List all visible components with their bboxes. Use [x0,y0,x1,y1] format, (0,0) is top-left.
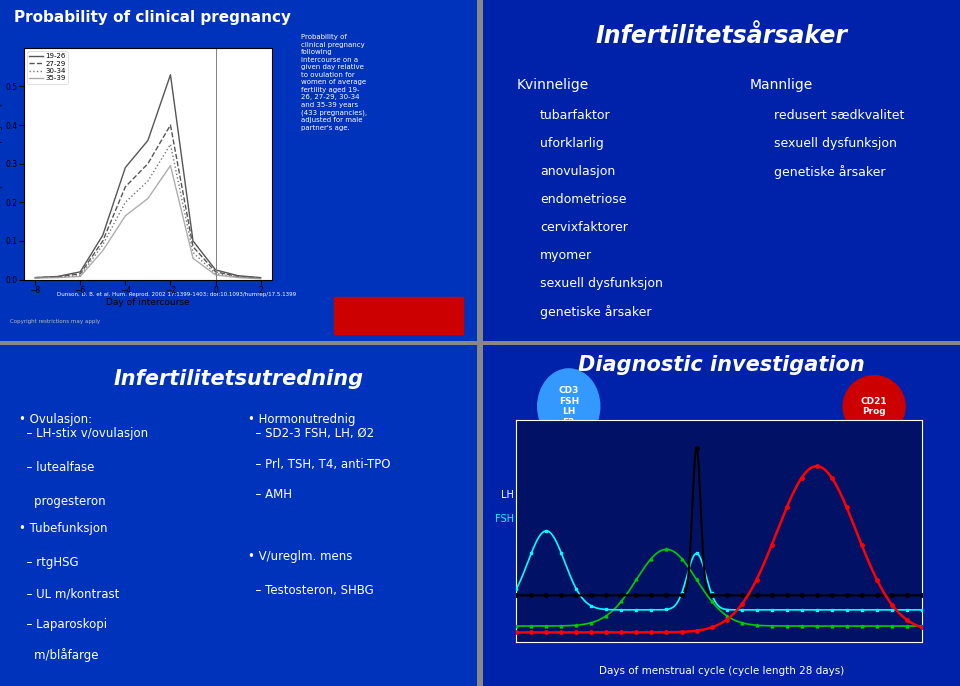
Line: 30-34: 30-34 [36,144,261,279]
35-39 [75,272,86,281]
30-34 [210,270,222,278]
Text: Diagnostic investigation: Diagnostic investigation [578,355,865,375]
19-26 [255,274,267,282]
Text: progesteron: progesteron [19,495,106,508]
Text: – LH-stix v/ovulasjon: – LH-stix v/ovulasjon [19,427,148,440]
27-29 [30,274,41,282]
Text: Kvinnelige: Kvinnelige [516,78,588,93]
35-39 [165,161,177,169]
Ellipse shape [843,376,905,437]
Legend: 19-26, 27-29, 30-34, 35-39: 19-26, 27-29, 30-34, 35-39 [27,51,68,84]
Text: – rtgHSG: – rtgHSG [19,556,79,569]
30-34 [187,248,199,257]
Text: m/blåfarge: m/blåfarge [19,648,99,663]
Text: sexuell dysfunksjon: sexuell dysfunksjon [774,137,897,150]
19-26 [97,231,108,239]
27-29 [142,160,154,168]
27-29 [255,274,267,282]
Line: 19-26: 19-26 [36,75,261,278]
Text: • Tubefunksjon: • Tubefunksjon [19,522,108,535]
27-29 [165,121,177,129]
19-26 [142,137,154,145]
27-29 [75,270,86,278]
35-39 [187,255,199,263]
27-29 [232,272,244,281]
Text: Probability of
clinical pregnancy
following
intercourse on a
given day relative
: Probability of clinical pregnancy follow… [300,34,367,130]
30-34 [142,177,154,185]
30-34 [120,198,132,206]
Text: sexuell dysfunksjon: sexuell dysfunksjon [540,277,663,290]
30-34 [255,274,267,283]
Text: myomer: myomer [540,249,592,262]
30-34 [75,272,86,280]
Text: cervixfaktorer: cervixfaktorer [540,221,628,234]
19-26 [165,71,177,79]
Text: Days of menstrual cycle (cycle length 28 days): Days of menstrual cycle (cycle length 28… [599,666,844,676]
Text: • Ovulasjon:: • Ovulasjon: [19,413,92,426]
19-26 [210,265,222,274]
Text: FSH: FSH [495,514,514,524]
Y-axis label: Probability of clinical pregnancy: Probability of clinical pregnancy [0,102,3,225]
Text: Copyright restrictions may apply: Copyright restrictions may apply [10,319,100,324]
Text: – Laparoskopi: – Laparoskopi [19,618,108,631]
Text: CD21
Prog: CD21 Prog [861,397,887,416]
Text: Progesteron: Progesteron [521,634,572,643]
Text: • V/ureglm. mens: • V/ureglm. mens [248,549,352,563]
Text: genetiske årsaker: genetiske årsaker [774,165,885,179]
30-34 [232,273,244,281]
Text: CD3
FSH
LH
E2: CD3 FSH LH E2 [559,386,579,427]
Text: – SD2-3 FSH, LH, Ø2: – SD2-3 FSH, LH, Ø2 [248,427,374,440]
30-34 [165,140,177,148]
35-39 [52,274,63,282]
30-34 [97,241,108,249]
19-26 [52,272,63,281]
Text: LH: LH [501,490,514,500]
30-34 [30,274,41,282]
Text: • Hormonutrednig: • Hormonutrednig [248,413,355,426]
27-29 [187,243,199,251]
27-29 [52,273,63,281]
19-26 [187,237,199,245]
Text: Human
Reproduction: Human Reproduction [370,306,427,325]
35-39 [142,194,154,202]
30-34 [52,273,63,281]
27-29 [210,268,222,276]
35-39 [255,274,267,283]
Text: Østradiol: Østradiol [521,613,559,622]
Text: redusert sædkvalitet: redusert sædkvalitet [774,109,904,122]
Text: Dunson, D. B. et al. Hum. Reprod. 2002 17:1399-1403; doi:10.1093/humrep/17.5.139: Dunson, D. B. et al. Hum. Reprod. 2002 1… [58,292,297,296]
Text: – AMH: – AMH [248,488,292,501]
19-26 [75,268,86,276]
35-39 [97,246,108,255]
FancyBboxPatch shape [334,296,463,334]
Line: 35-39: 35-39 [36,165,261,279]
X-axis label: Day of intercourse: Day of intercourse [107,298,190,307]
Text: anovulasjon: anovulasjon [540,165,615,178]
Text: Infertilitetsårsaker: Infertilitetsårsaker [595,24,848,48]
19-26 [232,272,244,280]
27-29 [120,182,132,191]
19-26 [120,163,132,172]
Line: 27-29: 27-29 [36,125,261,278]
Text: endometriose: endometriose [540,193,627,206]
Text: Probability of clinical pregnancy: Probability of clinical pregnancy [14,10,291,25]
Text: genetiske årsaker: genetiske årsaker [540,305,652,319]
Ellipse shape [538,369,600,444]
35-39 [30,274,41,282]
Text: – Prl, TSH, T4, anti-TPO: – Prl, TSH, T4, anti-TPO [248,458,391,471]
35-39 [120,212,132,220]
Text: – Testosteron, SHBG: – Testosteron, SHBG [248,584,373,597]
Text: Infertilitetsutredning: Infertilitetsutredning [113,369,364,389]
Text: – lutealfase: – lutealfase [19,461,94,474]
27-29 [97,237,108,245]
35-39 [210,271,222,279]
Text: – UL m/kontrast: – UL m/kontrast [19,587,119,600]
Text: uforklarlig: uforklarlig [540,137,604,150]
Text: Mannlige: Mannlige [750,78,813,93]
35-39 [232,274,244,282]
19-26 [30,274,41,282]
Text: tubarfaktor: tubarfaktor [540,109,611,122]
